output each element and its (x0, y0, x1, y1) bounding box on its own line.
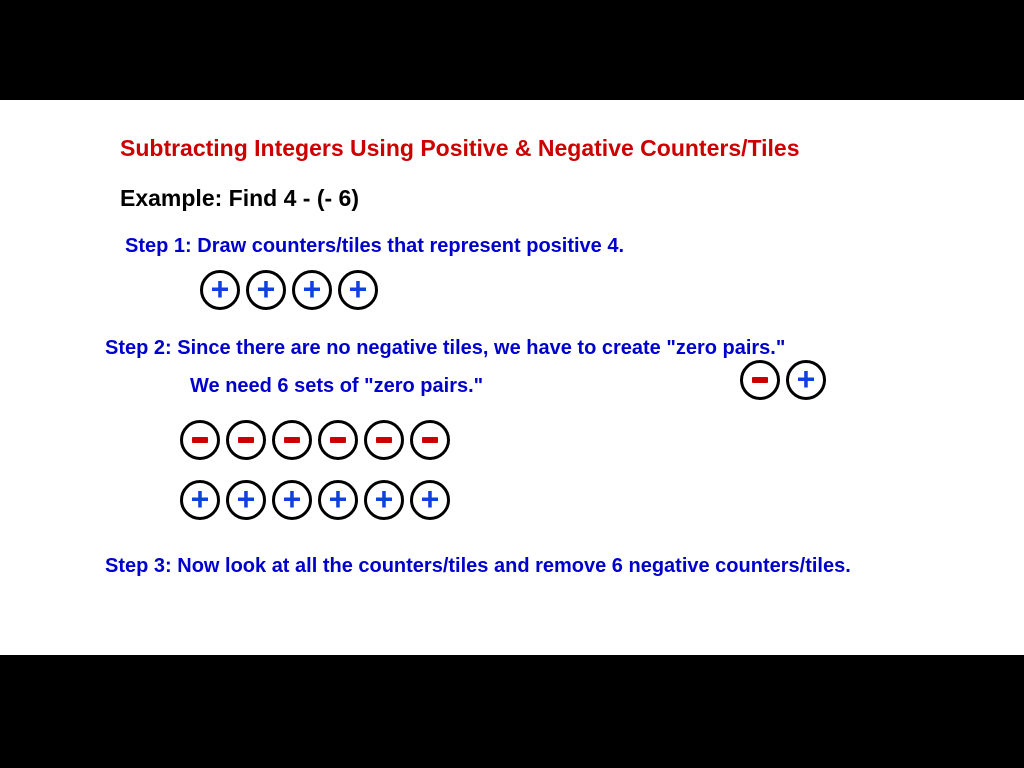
step3-body: Now look at all the counters/tiles and r… (172, 555, 851, 577)
minus-icon (330, 437, 346, 443)
plus-icon: + (191, 483, 210, 515)
step2-negative-row (180, 420, 450, 460)
step2-text-line1: Step 2: Since there are no negative tile… (105, 337, 785, 360)
positive-counter: + (292, 270, 332, 310)
positive-counter: + (364, 480, 404, 520)
step1-counters-row: + + + + (200, 270, 378, 310)
positive-counter: + (200, 270, 240, 310)
positive-counter: + (246, 270, 286, 310)
negative-counter (226, 420, 266, 460)
plus-icon: + (303, 273, 322, 305)
plus-icon: + (257, 273, 276, 305)
negative-counter (364, 420, 404, 460)
positive-counter: + (272, 480, 312, 520)
positive-counter: + (410, 480, 450, 520)
step3-label: Step 3: (105, 555, 172, 577)
minus-icon (376, 437, 392, 443)
negative-counter (410, 420, 450, 460)
plus-icon: + (375, 483, 394, 515)
positive-counter: + (786, 360, 826, 400)
positive-counter: + (338, 270, 378, 310)
step2-label: Step 2: (105, 337, 172, 359)
minus-icon (422, 437, 438, 443)
zero-pair-example: + (740, 360, 826, 400)
negative-counter (740, 360, 780, 400)
plus-icon: + (349, 273, 368, 305)
step2-body-a: Since there are no negative tiles, we ha… (172, 337, 786, 359)
minus-icon (284, 437, 300, 443)
minus-icon (752, 377, 768, 383)
step1-label: Step 1: (125, 235, 192, 257)
positive-counter: + (318, 480, 358, 520)
plus-icon: + (797, 363, 816, 395)
example-heading: Example: Find 4 - (- 6) (120, 185, 359, 212)
plus-icon: + (237, 483, 256, 515)
plus-icon: + (211, 273, 230, 305)
step2-text-line2: We need 6 sets of "zero pairs." (190, 375, 483, 398)
step2-positive-row: + + + + + + (180, 480, 450, 520)
minus-icon (192, 437, 208, 443)
step3-text: Step 3: Now look at all the counters/til… (105, 555, 851, 578)
slide-page: Subtracting Integers Using Positive & Ne… (0, 100, 1024, 655)
negative-counter (318, 420, 358, 460)
step1-body: Draw counters/tiles that represent posit… (192, 235, 624, 257)
positive-counter: + (180, 480, 220, 520)
negative-counter (180, 420, 220, 460)
plus-icon: + (283, 483, 302, 515)
positive-counter: + (226, 480, 266, 520)
minus-icon (238, 437, 254, 443)
negative-counter (272, 420, 312, 460)
plus-icon: + (329, 483, 348, 515)
plus-icon: + (421, 483, 440, 515)
step1-text: Step 1: Draw counters/tiles that represe… (125, 235, 624, 258)
page-title: Subtracting Integers Using Positive & Ne… (120, 135, 800, 162)
